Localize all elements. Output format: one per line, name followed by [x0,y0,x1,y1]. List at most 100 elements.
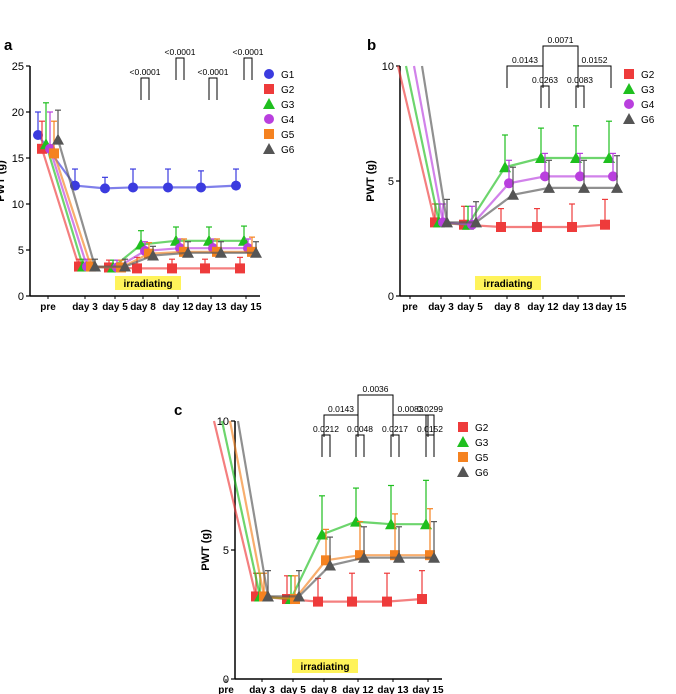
x-tick-label: day 13 [377,685,409,694]
significance-bracket [140,77,150,100]
legend-label: G6 [641,115,655,126]
significance-bracket [392,414,429,437]
data-point-G2 [313,596,323,607]
significance-bracket [390,434,400,457]
data-point-G2 [200,263,210,274]
x-tick-label: day 15 [230,302,262,313]
x-tick-label: day 5 [457,302,483,313]
series-line-G1 [37,134,237,190]
p-value-label: 0.0048 [347,424,373,434]
data-point-G3 [316,528,328,540]
p-value-label: 0.0152 [417,424,443,434]
legend-label: G4 [641,100,655,111]
significance-bracket [321,434,331,457]
data-point-G6 [324,559,336,571]
significance-bracket [355,434,365,457]
data-point-G5 [355,550,365,561]
p-value-label: 0.0071 [548,35,574,45]
data-point-G2 [235,263,245,274]
data-point-G2 [430,217,440,228]
irradiating-label: irradiating [124,279,173,290]
data-point-G2 [132,263,142,274]
data-point-G6 [262,590,274,602]
irradiating-highlight [115,276,181,290]
y-tick-label: 0 [388,291,394,303]
p-value-label: <0.0001 [198,67,229,77]
p-value-label: 0.0083 [567,75,593,85]
significance-bracket [575,85,585,108]
data-point-G6 [250,246,262,258]
legend-label: G4 [281,115,295,126]
data-point-G3 [385,518,397,530]
series-G6 [236,420,440,602]
data-point-G6 [215,246,227,258]
data-point-G3 [420,518,432,530]
data-point-G6 [52,133,64,145]
p-value-label: <0.0001 [165,47,196,57]
series-line-G3 [404,65,609,226]
x-tick-label: day 8 [311,685,337,694]
data-point-G2 [532,222,542,232]
significance-bracket [540,85,550,108]
p-value-label: 0.0299 [417,404,443,414]
legend-label: G3 [281,100,295,111]
p-value-label: 0.0152 [582,55,608,65]
y-tick-label: 10 [382,61,394,73]
irradiating-highlight [292,659,358,673]
legend-marker [263,143,275,154]
data-point-G5 [86,261,96,272]
y-axis-label: PWT (g) [365,160,377,202]
panel-letter: c [174,402,182,419]
irradiating-label: irradiating [484,279,533,290]
x-tick-label: day 3 [72,302,98,313]
data-point-G6 [182,246,194,258]
legend-marker [457,466,469,477]
series-G6 [420,65,623,228]
legend-marker [264,114,274,124]
p-value-label: 0.0083 [398,404,424,414]
y-tick-label: 20 [12,107,24,119]
data-point-G4 [575,171,585,182]
data-point-G6 [293,590,305,602]
irradiating-highlight [475,276,541,290]
significance-bracket [425,434,435,457]
data-point-G6 [119,260,131,272]
x-tick-label: day 12 [342,685,374,694]
data-point-G2 [382,596,392,607]
y-tick-label: 5 [388,176,394,188]
legend-marker [458,422,468,432]
data-point-G6 [507,188,519,200]
data-point-G5 [49,148,59,159]
data-point-G3 [603,152,615,163]
legend-marker [623,113,635,124]
data-point-G1 [33,130,43,140]
legend-marker [458,452,468,462]
y-tick-label: 15 [12,153,24,165]
data-point-G6 [428,551,440,563]
data-point-G6 [393,551,405,563]
x-tick-label: day 12 [527,302,559,313]
data-point-G6 [147,249,159,261]
legend-label: G3 [475,438,489,449]
data-point-G6 [89,260,101,272]
p-value-label: 0.0143 [328,404,354,414]
x-tick-label: day 15 [595,302,627,313]
legend-label: G2 [641,70,655,81]
data-point-G1 [163,182,173,193]
data-point-G2 [347,596,357,607]
legend-marker [624,69,634,79]
data-point-G3 [238,234,250,246]
legend-label: G2 [475,423,489,434]
data-point-G1 [231,180,241,191]
data-point-G3 [350,515,362,527]
series-G2 [396,65,610,232]
y-tick-label: 25 [12,61,24,73]
x-tick-label: day 3 [249,685,275,694]
data-point-G1 [196,182,206,193]
data-point-G6 [611,181,623,193]
data-point-G4 [504,178,514,189]
series-G5 [228,420,435,605]
